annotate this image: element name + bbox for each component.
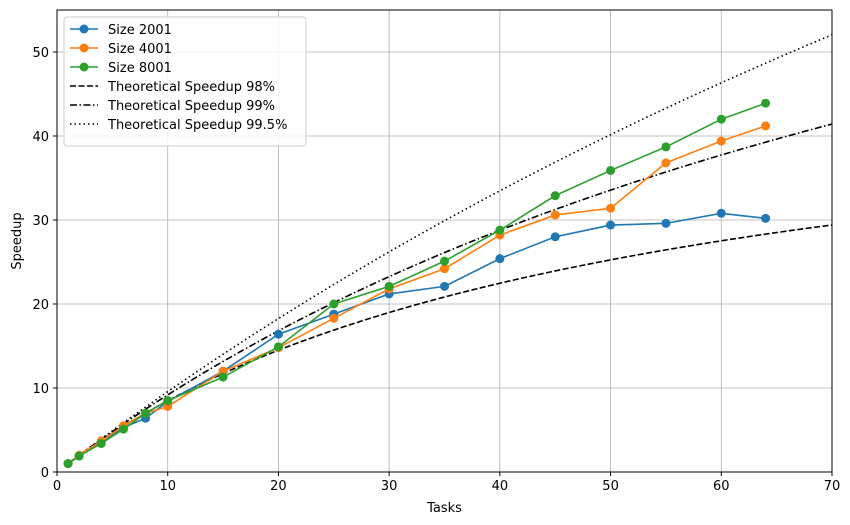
data-point (384, 281, 394, 291)
data-point (74, 451, 84, 461)
theoretical-line (67, 123, 832, 465)
data-point (716, 136, 726, 146)
x-tick-label: 50 (602, 479, 619, 494)
data-point (550, 232, 560, 242)
y-tick-label: 0 (41, 466, 49, 481)
data-point (550, 210, 560, 220)
data-point (495, 225, 505, 235)
plot-lines (63, 34, 832, 469)
data-point (163, 396, 173, 406)
y-tick-label: 40 (32, 130, 49, 145)
x-tick-label: 0 (53, 479, 61, 494)
theoretical-line (67, 34, 832, 465)
data-point (495, 254, 505, 264)
axis-ticks: 0 10 20 30 40 50 60 70 0 10 20 30 40 50 (32, 46, 840, 494)
data-point (329, 313, 339, 323)
x-tick-label: 30 (381, 479, 398, 494)
x-tick-label: 40 (492, 479, 509, 494)
data-point (606, 165, 616, 175)
legend-marker (79, 62, 89, 72)
data-point (661, 218, 671, 228)
data-point (761, 213, 771, 223)
data-point (440, 256, 449, 266)
data-point (606, 220, 616, 230)
data-point (661, 142, 671, 152)
y-tick-label: 30 (32, 214, 49, 229)
x-tick-label: 60 (713, 479, 730, 494)
data-point (141, 408, 151, 418)
y-axis-label: Speedup (10, 212, 25, 269)
data-point (606, 203, 616, 213)
data-point (440, 281, 449, 291)
data-point (118, 424, 128, 434)
legend-label: Theoretical Speedup 99% (107, 99, 275, 114)
data-point (96, 438, 106, 448)
x-axis-label: Tasks (426, 501, 462, 516)
y-tick-label: 10 (32, 382, 49, 397)
data-point (329, 299, 339, 309)
legend-label: Size 4001 (108, 42, 172, 57)
plot-frame (56, 9, 833, 473)
legend-label: Theoretical Speedup 98% (107, 80, 275, 95)
data-point (761, 121, 771, 131)
data-point (440, 264, 449, 274)
series-line (67, 212, 766, 465)
theoretical-line (67, 224, 832, 465)
legend-label: Size 8001 (108, 61, 172, 76)
series-line (67, 102, 766, 465)
y-tick-label: 50 (32, 46, 49, 61)
x-tick-label: 10 (159, 479, 176, 494)
legend: Size 2001 Size 4001 Size 8001 Theoretical S… (63, 16, 307, 147)
x-tick-label: 70 (824, 479, 841, 494)
legend-label: Size 2001 (108, 23, 172, 38)
data-point (218, 372, 228, 382)
data-point (716, 114, 726, 124)
legend-label: Theoretical Speedup 99.5% (107, 118, 287, 133)
x-tick-label: 20 (270, 479, 287, 494)
data-point (63, 459, 73, 469)
data-point (716, 208, 726, 218)
data-point (273, 342, 283, 352)
data-point (273, 329, 283, 339)
legend-box (63, 16, 307, 147)
grid (56, 10, 833, 473)
data-point (550, 191, 560, 201)
data-point (761, 98, 771, 108)
series-line (67, 125, 766, 465)
legend-marker (79, 43, 89, 53)
y-tick-label: 20 (32, 298, 49, 313)
data-point (661, 158, 671, 168)
legend-marker (79, 24, 89, 34)
